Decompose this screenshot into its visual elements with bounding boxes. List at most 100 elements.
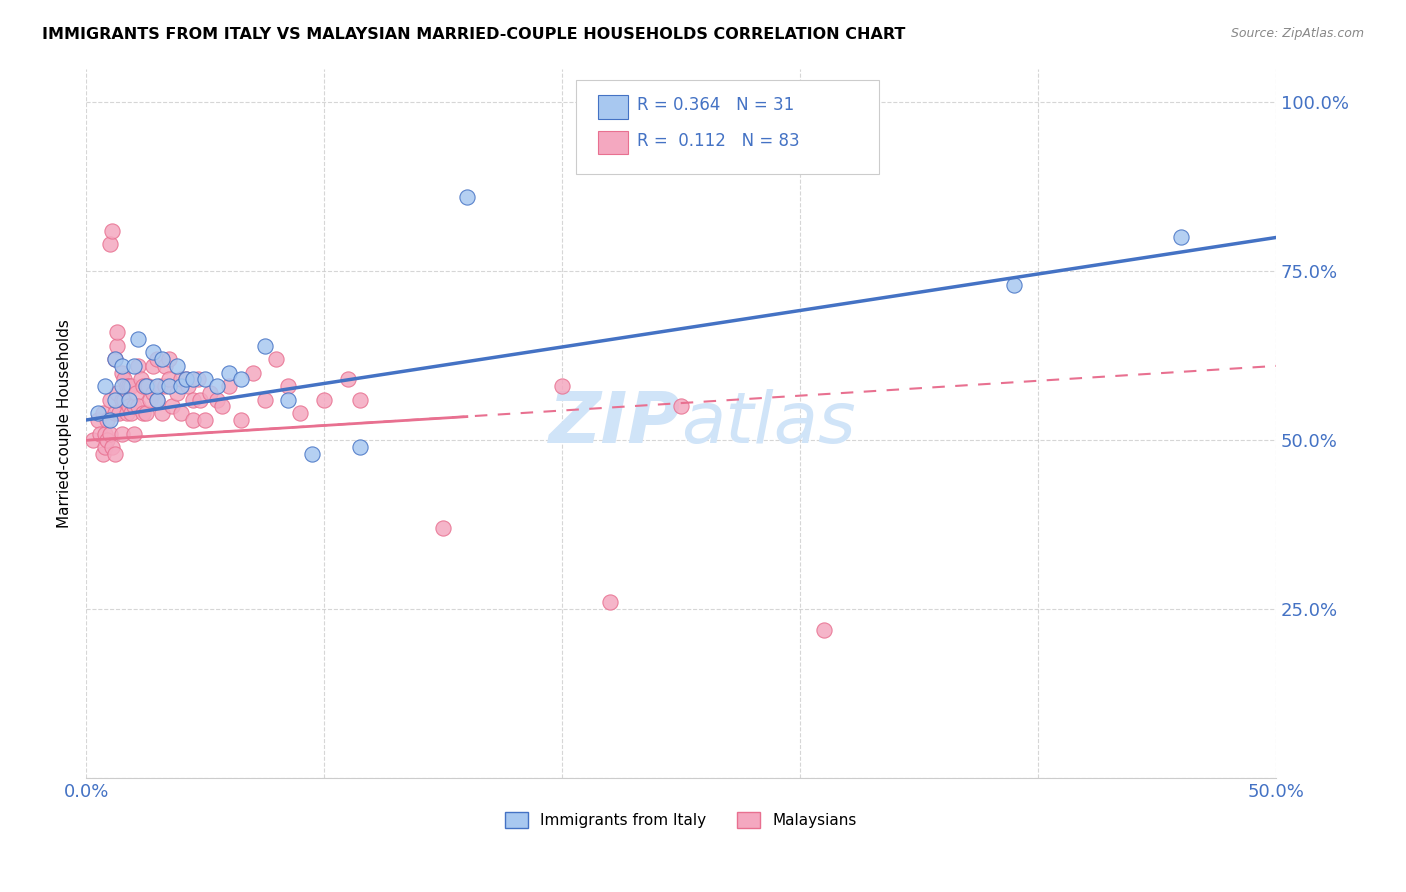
Point <box>551 379 574 393</box>
Point <box>194 413 217 427</box>
Point <box>112 392 135 407</box>
Y-axis label: Married-couple Households: Married-couple Households <box>58 319 72 528</box>
Text: R = 0.364   N = 31: R = 0.364 N = 31 <box>637 96 794 114</box>
Point <box>111 426 134 441</box>
Point <box>142 345 165 359</box>
Point <box>132 379 155 393</box>
Point <box>142 359 165 373</box>
Point <box>104 406 127 420</box>
Point <box>135 379 157 393</box>
Point <box>82 434 104 448</box>
Point <box>94 440 117 454</box>
Point <box>135 406 157 420</box>
Point <box>127 400 149 414</box>
Point <box>170 379 193 393</box>
Point <box>157 379 180 393</box>
Point <box>146 379 169 393</box>
Point <box>91 447 114 461</box>
Point <box>111 359 134 373</box>
Point <box>101 440 124 454</box>
Point <box>277 392 299 407</box>
Point <box>153 379 176 393</box>
Point <box>218 379 240 393</box>
Point <box>96 413 118 427</box>
Point <box>118 400 141 414</box>
Point <box>87 406 110 420</box>
Point <box>170 372 193 386</box>
Point <box>127 359 149 373</box>
Point <box>1170 230 1192 244</box>
Point <box>120 406 142 420</box>
Point <box>94 379 117 393</box>
Point <box>101 224 124 238</box>
Point <box>205 379 228 393</box>
Point <box>277 379 299 393</box>
Point <box>177 379 200 393</box>
Point <box>98 426 121 441</box>
Point <box>174 372 197 386</box>
Point <box>166 359 188 373</box>
Point <box>115 379 138 393</box>
Point <box>349 440 371 454</box>
Point <box>813 623 835 637</box>
Point <box>146 352 169 367</box>
Point <box>188 392 211 407</box>
Point <box>194 372 217 386</box>
Point <box>301 447 323 461</box>
Point <box>139 392 162 407</box>
Point <box>87 413 110 427</box>
Point <box>129 372 152 386</box>
Point <box>108 406 131 420</box>
Point <box>111 392 134 407</box>
Point <box>136 379 159 393</box>
Point <box>149 379 172 393</box>
Point <box>599 595 621 609</box>
Point <box>153 359 176 373</box>
Point <box>91 406 114 420</box>
Point <box>181 392 204 407</box>
Point <box>187 372 209 386</box>
Point <box>127 332 149 346</box>
Point <box>122 426 145 441</box>
Point <box>253 392 276 407</box>
Point <box>253 338 276 352</box>
Point <box>218 366 240 380</box>
Point <box>242 366 264 380</box>
Point <box>166 386 188 401</box>
Point <box>146 392 169 407</box>
Point <box>105 386 128 401</box>
Point <box>157 372 180 386</box>
Point <box>229 372 252 386</box>
Point <box>1002 277 1025 292</box>
Text: R =  0.112   N = 83: R = 0.112 N = 83 <box>637 132 800 150</box>
Point <box>96 434 118 448</box>
Point <box>198 386 221 401</box>
Point <box>105 325 128 339</box>
Text: Source: ZipAtlas.com: Source: ZipAtlas.com <box>1230 27 1364 40</box>
Point <box>290 406 312 420</box>
Point <box>135 379 157 393</box>
Point <box>104 352 127 367</box>
Point <box>160 400 183 414</box>
Point <box>170 406 193 420</box>
Text: IMMIGRANTS FROM ITALY VS MALAYSIAN MARRIED-COUPLE HOUSEHOLDS CORRELATION CHART: IMMIGRANTS FROM ITALY VS MALAYSIAN MARRI… <box>42 27 905 42</box>
Point <box>122 359 145 373</box>
Point <box>120 379 142 393</box>
Legend: Immigrants from Italy, Malaysians: Immigrants from Italy, Malaysians <box>499 806 863 834</box>
Point <box>432 521 454 535</box>
Point <box>105 338 128 352</box>
Point <box>98 237 121 252</box>
Point <box>181 372 204 386</box>
Point <box>111 366 134 380</box>
Point <box>132 406 155 420</box>
Point <box>118 379 141 393</box>
Point <box>456 190 478 204</box>
Point <box>205 392 228 407</box>
Point <box>104 447 127 461</box>
Point <box>146 392 169 407</box>
Point <box>211 400 233 414</box>
Point <box>98 413 121 427</box>
Point <box>98 392 121 407</box>
Point <box>104 352 127 367</box>
Point <box>112 372 135 386</box>
